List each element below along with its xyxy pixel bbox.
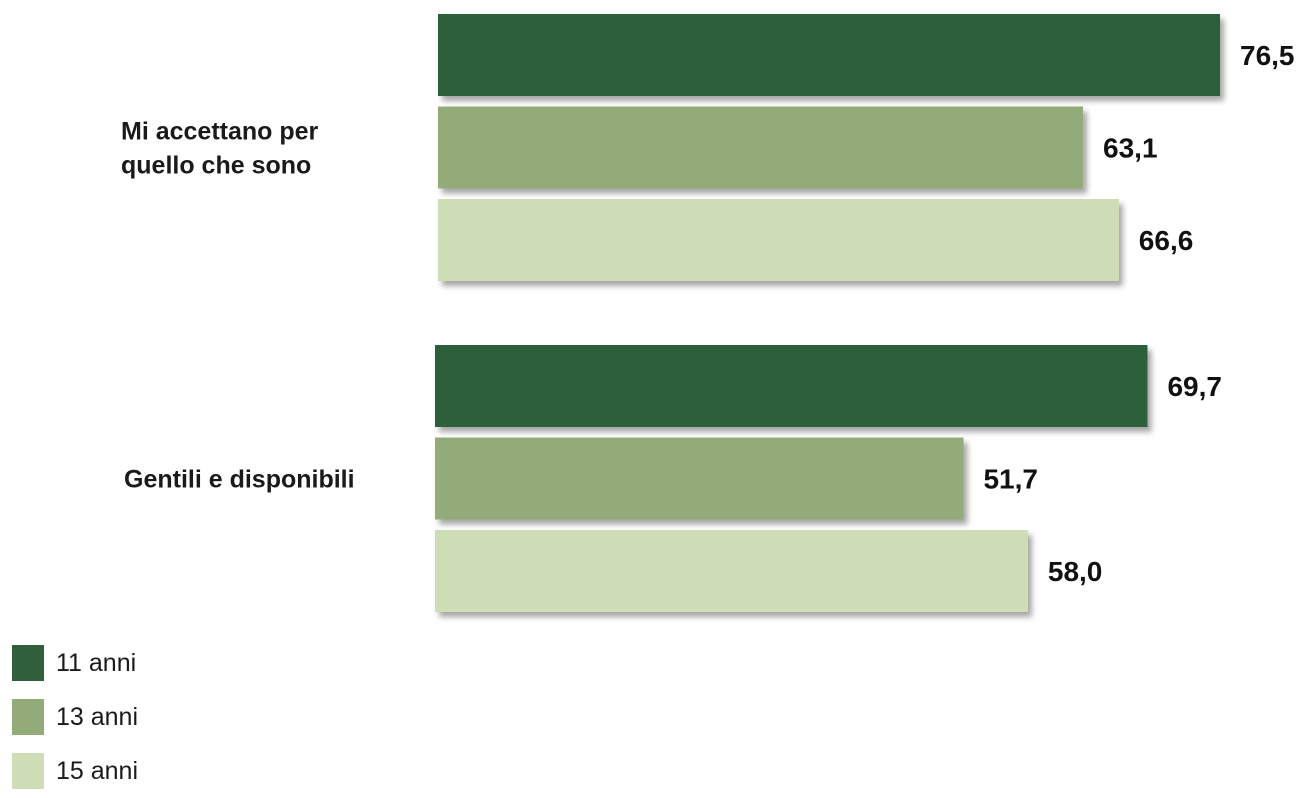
data-label: 63,1 [1103, 133, 1158, 164]
category-label: Gentili e disponibili [124, 466, 355, 494]
legend-item-11-anni: 11 anni [12, 636, 138, 690]
bar [435, 438, 963, 520]
legend-swatch [12, 699, 44, 735]
category-label: Mi accettano per quello che sono [121, 118, 319, 180]
bar [438, 14, 1220, 96]
data-label: 69,7 [1167, 371, 1222, 402]
data-label: 66,6 [1139, 225, 1194, 256]
bar [438, 199, 1119, 281]
bar [438, 107, 1083, 189]
data-label: 58,0 [1048, 556, 1103, 587]
legend-item-13-anni: 13 anni [12, 690, 138, 744]
bar [435, 345, 1147, 427]
legend: 11 anni 13 anni 15 anni [12, 636, 138, 798]
legend-item-15-anni: 15 anni [12, 744, 138, 798]
data-label: 76,5 [1240, 40, 1295, 71]
legend-swatch [12, 753, 44, 789]
category-label-line: Mi accettano per [121, 118, 319, 146]
legend-label: 11 anni [56, 649, 136, 678]
category-label-line: quello che sono [121, 152, 311, 180]
legend-label: 13 anni [56, 703, 138, 732]
bar [435, 530, 1028, 612]
legend-swatch [12, 645, 44, 681]
data-label: 51,7 [983, 464, 1038, 495]
bar-chart: 76,5 63,1 66,6 Mi accettano per quello che s… [0, 0, 1314, 777]
legend-label: 15 anni [56, 757, 138, 786]
category-label-line: Gentili e disponibili [124, 466, 355, 494]
